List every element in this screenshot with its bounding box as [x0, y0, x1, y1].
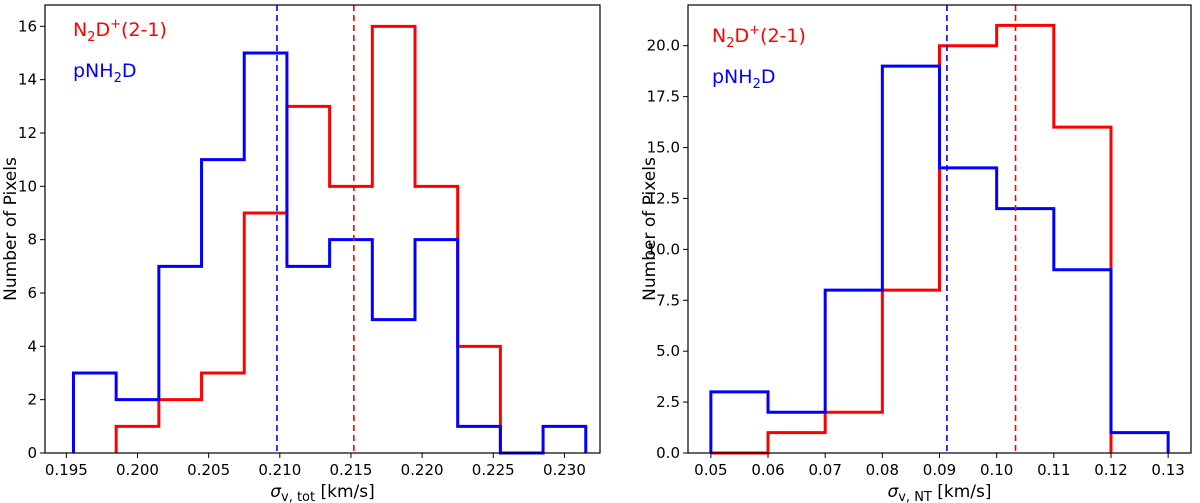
x-tick-label: 0.220 — [401, 461, 444, 479]
left-histogram-panel: 0.195 0.200 0.205 0.210 0.215 0.220 0.225 0.230… — [1, 4, 601, 503]
y-tick-label: 0.0 — [656, 444, 680, 462]
histogram-pnh2d-series — [71, 51, 588, 455]
y-axis-label: Number of Pixels — [1, 157, 21, 301]
x-tick-label: 0.210 — [258, 461, 301, 479]
legend-entry-n2d: N2D+(2-1) — [712, 23, 806, 51]
x-tick-label: 0.10 — [980, 461, 1013, 479]
histogram-pnh2d-series — [709, 64, 1170, 453]
y-tick-label: 10.0 — [647, 240, 680, 258]
x-axis-label: σv, NT [km/s] — [887, 482, 991, 503]
y-tick-label: 6 — [27, 284, 37, 302]
x-tick-label: 0.08 — [866, 461, 899, 479]
histogram-n2d-series — [710, 23, 1113, 455]
legend-entry-pnh2d: pNH2D — [73, 60, 136, 86]
x-tick-label: 0.200 — [116, 461, 159, 479]
y-tick-label: 0 — [27, 444, 37, 462]
y-tick-label: 4 — [27, 337, 37, 355]
x-tick-label: 0.225 — [472, 461, 515, 479]
x-tick-label: 0.06 — [751, 461, 784, 479]
x-tick-label: 0.195 — [45, 461, 88, 479]
x-tick-label: 0.07 — [808, 461, 841, 479]
legend-entry-n2d: N2D+(2-1) — [73, 17, 167, 45]
x-tick-label: 0.11 — [1037, 461, 1070, 479]
x-tick-label: 0.230 — [543, 461, 586, 479]
y-tick-label: 7.5 — [656, 291, 680, 309]
y-tick-label: 10 — [18, 177, 37, 195]
x-tick-label: 0.09 — [923, 461, 956, 479]
x-tick-label: 0.215 — [329, 461, 372, 479]
y-tick-label: 15.0 — [647, 139, 680, 157]
plot-frame — [44, 4, 601, 454]
histogram-n2d-series — [114, 24, 502, 453]
y-tick-label: 20.0 — [647, 37, 680, 55]
right-histogram-panel: 0.05 0.06 0.07 0.08 0.09 0.10 0.11 0.12 0.13 0.0 2… — [640, 4, 1192, 503]
x-tick-label: 0.12 — [1094, 461, 1127, 479]
y-tick-label: 14 — [18, 71, 37, 89]
legend-entry-pnh2d: pNH2D — [712, 66, 775, 92]
x-tick-label: 0.13 — [1151, 461, 1184, 479]
y-tick-label: 12 — [18, 124, 37, 142]
y-tick-label: 2.5 — [656, 393, 680, 411]
x-tick-label: 0.205 — [187, 461, 230, 479]
y-tick-label: 2 — [27, 391, 37, 409]
x-axis-label: σv, tot [km/s] — [270, 482, 375, 503]
y-axis-label: Number of Pixels — [640, 157, 660, 301]
y-tick-label: 16 — [18, 17, 37, 35]
y-tick-label: 8 — [27, 231, 37, 249]
y-tick-label: 17.5 — [647, 88, 680, 106]
x-tick-label: 0.05 — [694, 461, 727, 479]
y-tick-label: 12.5 — [647, 189, 680, 207]
y-tick-label: 5.0 — [656, 342, 680, 360]
